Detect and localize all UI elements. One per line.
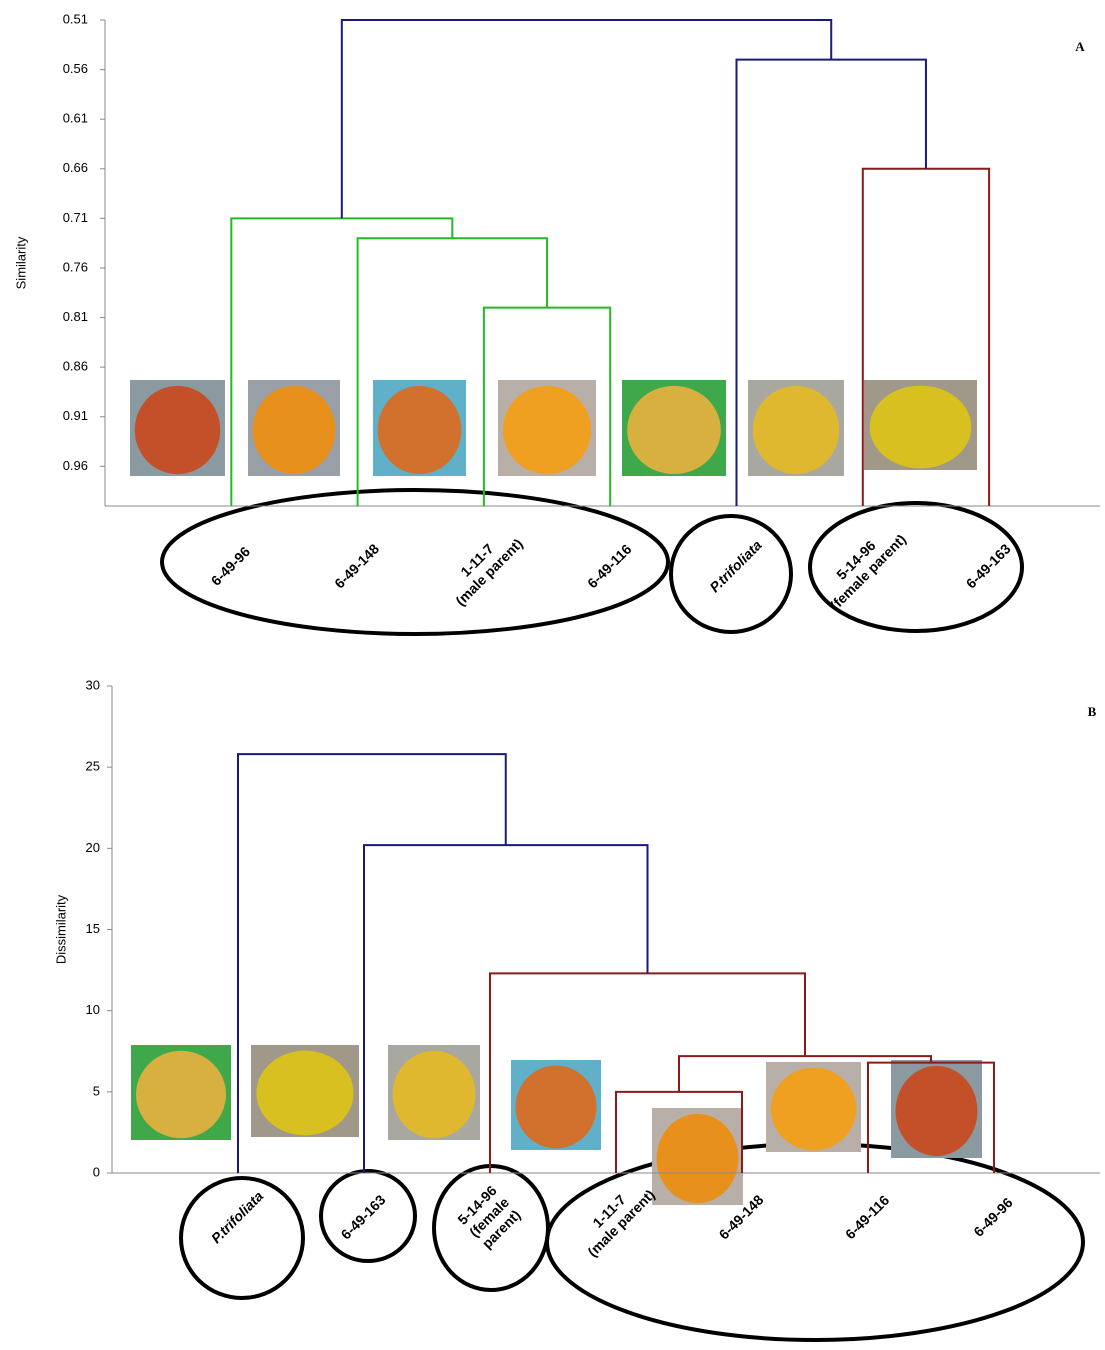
y-tick-label: 0.51 — [63, 11, 88, 26]
dendrogram-link — [342, 20, 831, 218]
leaf: 6-49-96 — [208, 543, 254, 589]
leaf: 6-49-163 — [963, 540, 1014, 591]
fruit-photo — [748, 380, 844, 476]
leaf-label: P.trifoliata — [208, 1188, 267, 1247]
fruit-photo — [251, 1045, 359, 1137]
leaf-label: 6-49-148 — [331, 540, 382, 591]
leaf-label: 6-49-163 — [963, 540, 1014, 591]
fruit-photo — [511, 1060, 601, 1150]
leaf-label: 6-49-116 — [584, 541, 635, 592]
leaf-label: 6-49-96 — [970, 1194, 1016, 1240]
y-tick-label: 0.91 — [63, 408, 88, 423]
y-tick-label: 25 — [86, 759, 100, 774]
panel-letter: A — [1075, 39, 1085, 54]
y-tick-label: 0 — [93, 1164, 100, 1179]
fruit-photo — [131, 1045, 231, 1140]
y-tick-label: 20 — [86, 840, 100, 855]
leaf-label: P.trifoliata — [706, 537, 765, 596]
y-tick-label: 30 — [86, 677, 100, 692]
leaf: 6-49-163 — [338, 1191, 389, 1242]
leaf-label: 6-49-163 — [338, 1191, 389, 1242]
fruit — [870, 386, 972, 469]
y-tick-label: 0.96 — [63, 458, 88, 473]
leaf: P.trifoliata — [706, 537, 765, 596]
fruit — [503, 386, 591, 474]
group-ellipse — [181, 1178, 303, 1298]
leaf: 6-49-116 — [584, 541, 635, 592]
fruit — [393, 1051, 476, 1138]
leaf: P.trifoliata — [208, 1188, 267, 1247]
fruit-photo — [248, 380, 340, 476]
fruit — [135, 386, 221, 474]
y-tick-label: 0.81 — [63, 309, 88, 324]
y-tick-label: 0.56 — [63, 61, 88, 76]
leaf-label: 6-49-116 — [842, 1192, 893, 1243]
figure: 0.51 0.56 0.61 0.66 0.71 0.76 0.81 0.86 0.91 0.96… — [0, 0, 1105, 1345]
fruit-photo — [652, 1108, 743, 1205]
dendrogram-panel: 0 5 10 15 20 25 30 Dissimilarity B P.trifoliata 6-… — [53, 677, 1100, 1259]
dendrogram-panel: 0.51 0.56 0.61 0.66 0.71 0.76 0.81 0.86 0.91 0.96… — [13, 11, 1100, 613]
leaf: 1-11-7(male parent) — [440, 523, 526, 609]
fruit-photo — [130, 380, 225, 476]
y-axis-label: Similarity — [13, 236, 28, 289]
fruit — [253, 386, 336, 474]
fruit-photo — [766, 1062, 861, 1152]
fruit — [753, 386, 839, 474]
fruit — [657, 1114, 739, 1203]
fruit — [896, 1066, 978, 1156]
y-tick-label: 5 — [93, 1083, 100, 1098]
leaf: 6-49-96 — [970, 1194, 1016, 1240]
fruit-photo — [622, 380, 726, 476]
panel-letter: B — [1088, 704, 1097, 719]
fruit — [378, 386, 462, 474]
y-tick-label: 0.86 — [63, 359, 88, 374]
leaf-label: 6-49-96 — [208, 543, 254, 589]
fruit-photo — [864, 380, 977, 470]
y-tick-label: 0.76 — [63, 259, 88, 274]
fruit-photo — [388, 1045, 480, 1140]
leaf: 6-49-116 — [842, 1192, 893, 1243]
y-tick-label: 15 — [86, 921, 100, 936]
fruit — [771, 1068, 857, 1151]
fruit — [627, 386, 721, 474]
fruit — [256, 1051, 353, 1136]
fruit — [136, 1051, 226, 1138]
leaf: 6-49-148 — [331, 540, 382, 591]
fruit — [516, 1066, 597, 1149]
fruit-photo — [891, 1060, 982, 1158]
leaf: 1-11-7(male parent) — [572, 1174, 658, 1260]
fruit-photo — [498, 380, 596, 476]
fruit-photo — [373, 380, 466, 476]
y-axis-label: Dissimilarity — [53, 894, 68, 964]
y-tick-label: 0.66 — [63, 160, 88, 175]
y-tick-label: 0.71 — [63, 210, 88, 225]
y-tick-label: 10 — [86, 1002, 100, 1017]
y-tick-label: 0.61 — [63, 111, 88, 126]
